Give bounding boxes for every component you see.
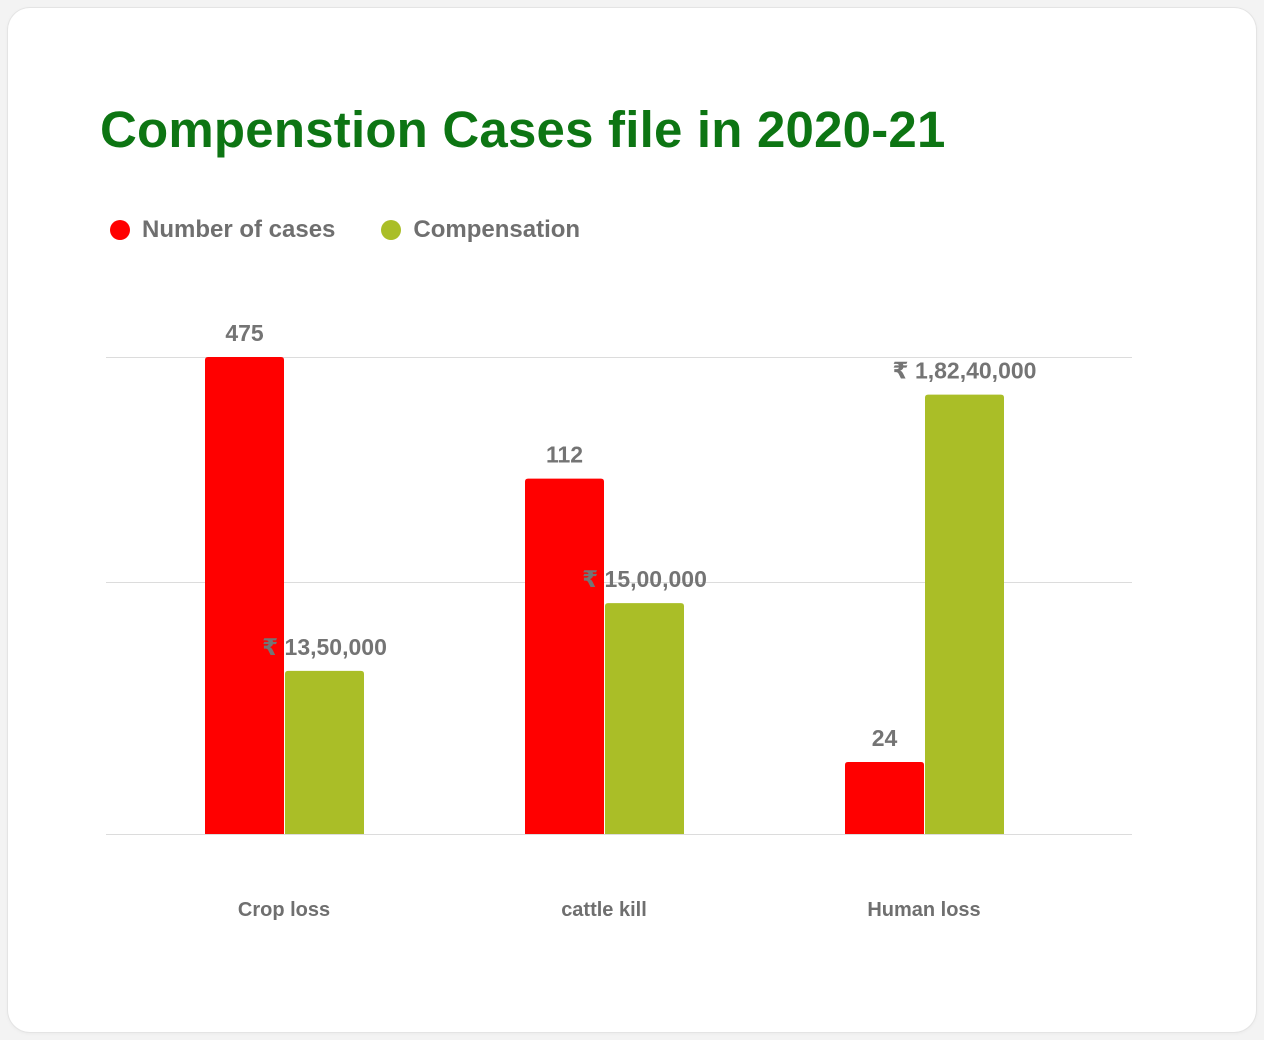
- data-label-compensation-human-loss: ₹ 1,82,40,000: [893, 358, 1037, 384]
- legend-item-number-of-cases: Number of cases: [110, 216, 335, 244]
- data-label-compensation-cattle-kill: ₹ 15,00,000: [582, 566, 707, 592]
- category-label-cattle-kill: cattle kill: [561, 899, 647, 921]
- bar-compensation-cattle-kill: [605, 603, 684, 834]
- chart-title: Compenstion Cases file in 2020-21: [100, 101, 946, 158]
- bar-number-of-cases-human-loss: [845, 761, 924, 834]
- legend-swatch-number-of-cases: [110, 220, 130, 240]
- legend-swatch-compensation: [381, 220, 402, 240]
- legend-label-compensation: Compensation: [413, 216, 581, 243]
- legend-label-number-of-cases: Number of cases: [142, 216, 336, 243]
- category-label-crop-loss: Crop loss: [238, 899, 330, 921]
- data-label-number-of-cases-crop-loss: 475: [225, 320, 264, 346]
- data-label-number-of-cases-human-loss: 24: [872, 725, 898, 751]
- data-label-compensation-crop-loss: ₹ 13,50,000: [262, 634, 387, 660]
- bar-compensation-human-loss: [925, 394, 1004, 834]
- bar-number-of-cases-crop-loss: [205, 357, 284, 834]
- legend-item-compensation: Compensation: [381, 216, 580, 244]
- legend: Number of cases Compensation: [110, 216, 626, 244]
- bar-compensation-crop-loss: [285, 670, 364, 834]
- bar-number-of-cases-cattle-kill: [525, 478, 604, 834]
- category-label-human-loss: Human loss: [867, 899, 980, 921]
- data-label-number-of-cases-cattle-kill: 112: [546, 442, 583, 468]
